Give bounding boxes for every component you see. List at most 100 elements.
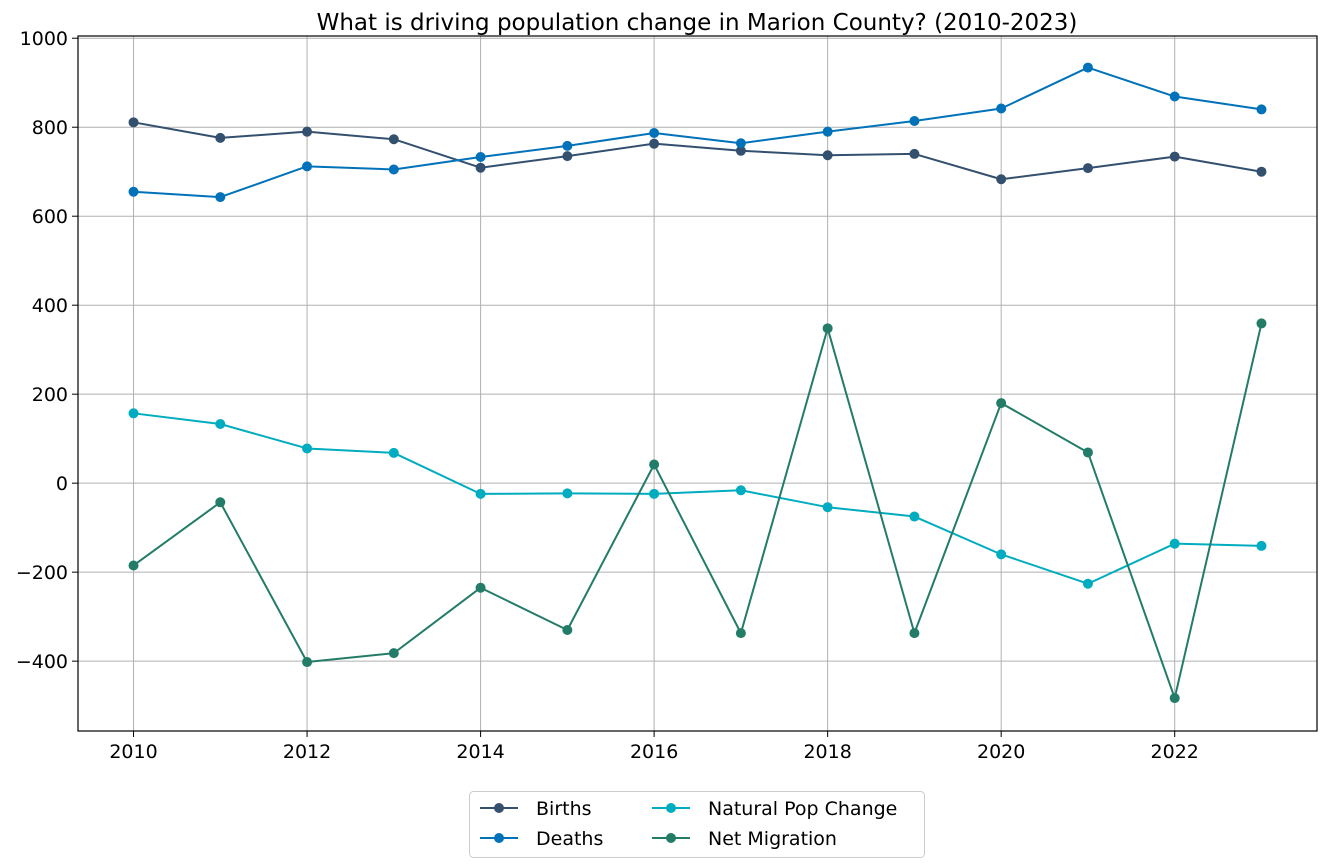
y-tick-label: 800 (32, 117, 68, 139)
data-point-deaths (128, 186, 139, 197)
series-layer (128, 62, 1267, 704)
legend-swatch-marker (666, 803, 676, 813)
legend: Births Deaths Natural Pop Change Net Migrat… (469, 791, 925, 858)
data-point-net-migration (302, 657, 313, 668)
y-tick-label: −400 (16, 651, 68, 673)
grid (78, 36, 1317, 731)
data-point-natural-pop-change (735, 485, 746, 496)
data-point-deaths (302, 161, 313, 172)
legend-label: Births (536, 798, 592, 820)
data-point-births (215, 132, 226, 143)
x-tick-label: 2020 (977, 741, 1025, 763)
data-point-natural-pop-change (909, 511, 920, 522)
data-point-net-migration (1169, 693, 1180, 704)
x-tick-label: 2018 (803, 741, 851, 763)
data-point-net-migration (475, 582, 486, 593)
data-point-natural-pop-change (475, 488, 486, 499)
data-point-natural-pop-change (1169, 538, 1180, 549)
data-point-natural-pop-change (302, 443, 313, 454)
data-point-net-migration (128, 560, 139, 571)
legend-swatch-marker (494, 833, 504, 843)
legend-item-births: Births (480, 798, 592, 820)
data-point-deaths (1256, 104, 1267, 115)
data-point-natural-pop-change (1082, 578, 1093, 589)
legend-item-deaths: Deaths (480, 828, 603, 850)
legend-label: Natural Pop Change (708, 798, 897, 820)
data-point-net-migration (909, 628, 920, 639)
legend-label: Net Migration (708, 828, 837, 850)
data-point-births (475, 162, 486, 173)
series-line-net-migration (132, 323, 1263, 700)
data-point-net-migration (388, 648, 399, 659)
y-tick-label: 0 (56, 473, 68, 495)
legend-frame (469, 791, 925, 858)
data-point-natural-pop-change (996, 549, 1007, 560)
series-natural-pop-change (128, 408, 1267, 589)
data-point-deaths (996, 103, 1007, 114)
data-point-net-migration (562, 624, 573, 635)
y-tick-label: 400 (32, 295, 68, 317)
legend-swatch-marker (666, 833, 676, 843)
data-point-net-migration (649, 459, 660, 470)
data-point-net-migration (1082, 447, 1093, 458)
data-point-deaths (909, 115, 920, 126)
x-tick-label: 2012 (283, 741, 331, 763)
data-point-births (649, 138, 660, 149)
data-point-deaths (1169, 91, 1180, 102)
y-axis: −400 −200 0 200 400 600 800 1000 (16, 28, 78, 673)
data-point-births (562, 151, 573, 162)
data-point-births (1169, 151, 1180, 162)
data-point-deaths (822, 126, 833, 137)
data-point-births (1082, 163, 1093, 174)
data-point-births (1256, 166, 1267, 177)
y-tick-label: 1000 (20, 28, 68, 50)
plot-frame (77, 35, 1318, 732)
data-point-births (996, 174, 1007, 185)
x-tick-label: 2016 (630, 741, 678, 763)
data-point-deaths (1082, 62, 1093, 73)
data-point-deaths (735, 138, 746, 149)
data-point-natural-pop-change (215, 418, 226, 429)
data-point-deaths (388, 164, 399, 175)
series-deaths (128, 62, 1267, 203)
data-point-births (735, 145, 746, 156)
data-point-deaths (215, 192, 226, 203)
data-point-natural-pop-change (388, 447, 399, 458)
data-point-births (909, 148, 920, 159)
data-point-net-migration (735, 628, 746, 639)
y-tick-label: 200 (32, 384, 68, 406)
data-point-births (302, 126, 313, 137)
data-point-net-migration (215, 497, 226, 508)
chart-title: What is driving population change in Mar… (317, 10, 1078, 36)
y-tick-label: 600 (32, 206, 68, 228)
data-point-deaths (649, 127, 660, 138)
series-births (128, 117, 1267, 185)
x-tick-label: 2014 (456, 741, 504, 763)
data-point-natural-pop-change (562, 488, 573, 499)
series-line-natural-pop-change (133, 412, 1262, 585)
legend-item-natural-pop-change: Natural Pop Change (652, 798, 897, 820)
x-axis: 2010 2012 2014 2016 2018 2020 2022 (109, 731, 1199, 763)
data-point-births (822, 150, 833, 161)
data-point-natural-pop-change (649, 488, 660, 499)
series-line-births (133, 121, 1262, 181)
data-point-net-migration (996, 398, 1007, 409)
legend-item-net-migration: Net Migration (652, 828, 837, 850)
data-point-deaths (475, 152, 486, 163)
legend-label: Deaths (536, 828, 603, 850)
data-point-births (128, 117, 139, 128)
legend-swatch-marker (494, 803, 504, 813)
data-point-natural-pop-change (1256, 540, 1267, 551)
data-point-net-migration (822, 323, 833, 334)
data-point-natural-pop-change (128, 408, 139, 419)
y-tick-label: −200 (16, 562, 68, 584)
data-point-natural-pop-change (822, 502, 833, 513)
series-net-migration (128, 318, 1267, 704)
series-line-deaths (133, 66, 1262, 199)
x-tick-label: 2022 (1151, 741, 1199, 763)
x-tick-label: 2010 (109, 741, 157, 763)
data-point-deaths (562, 140, 573, 151)
data-point-net-migration (1256, 318, 1267, 329)
data-point-births (388, 134, 399, 145)
